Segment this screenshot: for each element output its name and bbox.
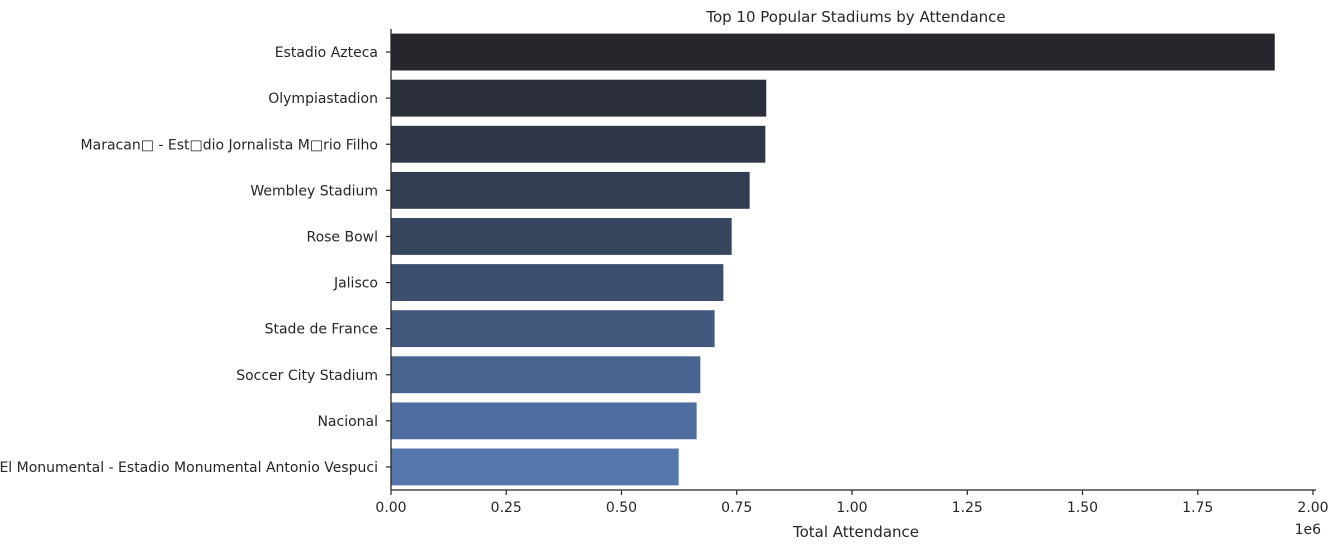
y-tick-label: Rose Bowl [306, 229, 378, 245]
bar-3 [391, 125, 766, 163]
x-tick-label: 0.50 [606, 500, 637, 516]
x-axis-offset-text: 1e6 [1295, 522, 1322, 538]
y-tick-label: El Monumental - Estadio Monumental Anton… [0, 460, 378, 476]
x-tick-label: 0.00 [375, 500, 406, 516]
y-tick-label: Jalisco [333, 276, 378, 292]
y-tick-label: Stade de France [265, 322, 378, 338]
bar-1 [391, 33, 1275, 71]
y-tick-label: Maracan□ - Est□dio Jornalista M□rio Filh… [81, 137, 378, 153]
bar-2 [391, 79, 767, 117]
x-tick-label: 1.50 [1067, 500, 1098, 516]
y-tick-label: Soccer City Stadium [236, 368, 378, 384]
bar-4 [391, 171, 750, 209]
x-tick-label: 0.75 [721, 500, 752, 516]
bar-8 [391, 356, 701, 394]
x-tick-label: 0.25 [491, 500, 522, 516]
bar-10 [391, 448, 679, 486]
x-tick-label: 2.00 [1297, 500, 1328, 516]
y-tick-label: Wembley Stadium [250, 183, 378, 199]
x-tick-label: 1.25 [952, 500, 983, 516]
x-axis-label: Total Attendance [792, 523, 919, 541]
bar-7 [391, 310, 715, 348]
y-tick-label: Olympiastadion [268, 91, 378, 107]
x-tick-label: 1.75 [1182, 500, 1213, 516]
bar-9 [391, 402, 697, 440]
chart-title: Top 10 Popular Stadiums by Attendance [705, 8, 1005, 26]
x-tick-label: 1.00 [836, 500, 867, 516]
bars-layer [391, 33, 1275, 486]
y-tick-labels: Estadio Azteca Olympiastadion Maracan□ - E… [0, 45, 391, 476]
bar-6 [391, 264, 724, 301]
x-ticks: 0.00 0.25 0.50 0.75 1.00 1.25 1.50 1.75 2.00 [375, 490, 1329, 516]
y-tick-label: Nacional [317, 414, 378, 430]
y-tick-label: Estadio Azteca [275, 45, 378, 61]
bar-5 [391, 218, 732, 255]
